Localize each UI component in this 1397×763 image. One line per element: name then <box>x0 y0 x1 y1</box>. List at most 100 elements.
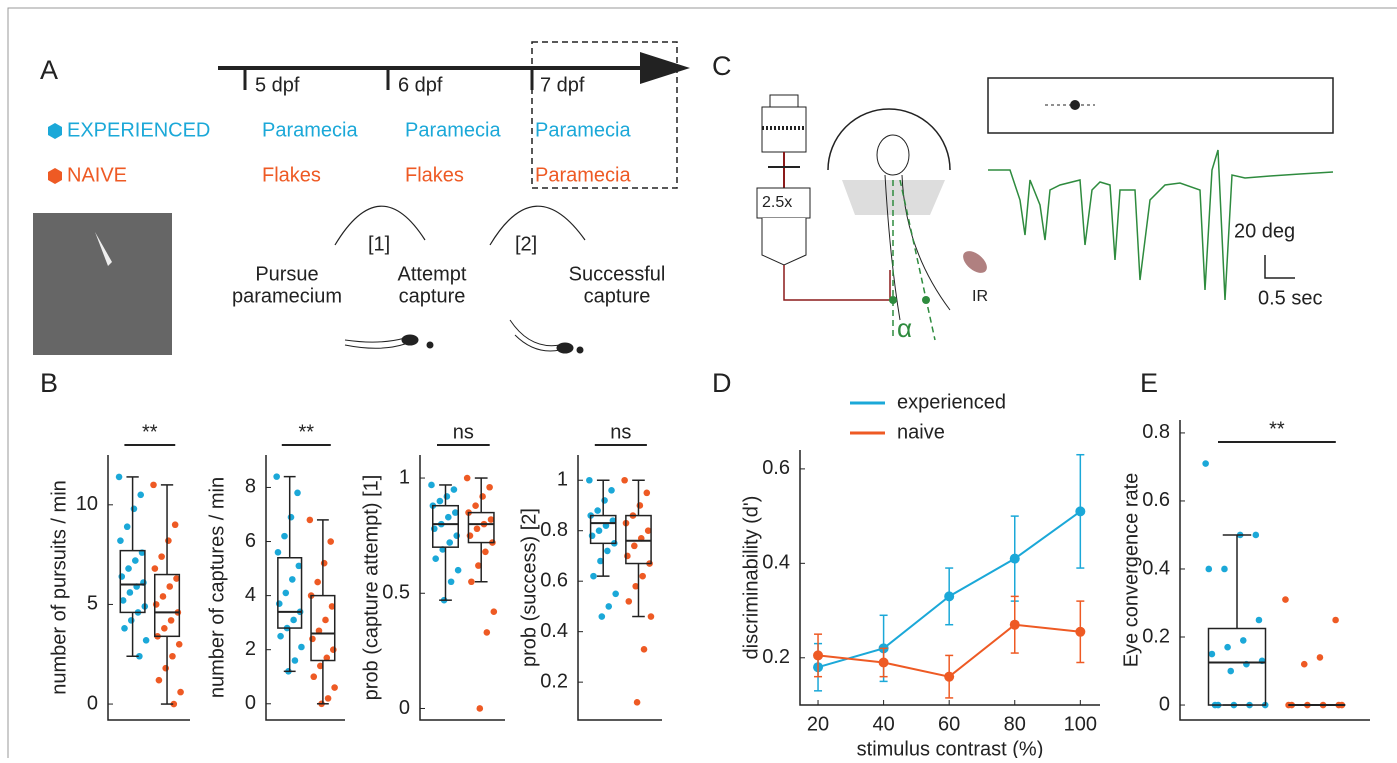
data-point <box>612 590 619 598</box>
stage-label: capture <box>399 285 466 307</box>
y-tick-label: 0.6 <box>540 569 568 591</box>
data-point <box>432 555 439 562</box>
data-point <box>158 553 165 560</box>
box <box>589 514 617 545</box>
x-tick-label: 100 <box>1064 713 1097 735</box>
arrow <box>334 205 426 246</box>
x-tick-label: 20 <box>807 713 829 735</box>
data-point <box>315 627 323 635</box>
panel-label: C <box>712 51 732 81</box>
data-point <box>452 509 459 516</box>
angle-label: α <box>897 313 912 343</box>
group-item: Paramecia <box>535 164 631 186</box>
stage-label: Successful <box>569 263 666 285</box>
data-point <box>289 576 296 583</box>
stage-label: Attempt <box>398 263 467 285</box>
data-point <box>608 487 615 494</box>
fish-drawing <box>344 319 584 354</box>
data-point <box>597 557 604 565</box>
stage-label: capture <box>584 285 651 307</box>
data-point <box>298 643 305 651</box>
data-point <box>287 513 295 521</box>
y-tick-label: 0.2 <box>540 670 568 692</box>
data-point <box>625 598 633 605</box>
y-tick-label: 2 <box>245 638 256 660</box>
data-point <box>162 664 169 672</box>
box <box>1207 627 1267 706</box>
box <box>277 557 303 629</box>
data-point <box>290 616 297 624</box>
data-point <box>159 593 167 600</box>
data-point <box>475 562 482 569</box>
group-item: Paramecia <box>405 119 501 141</box>
data-point <box>173 575 180 582</box>
group-marker <box>48 168 62 184</box>
group-name: NAIVE <box>67 164 127 186</box>
data-point <box>486 483 493 491</box>
y-tick-label: 5 <box>87 593 98 615</box>
data-point <box>479 493 486 500</box>
data-point <box>142 637 150 644</box>
data-point <box>590 572 597 580</box>
data-point <box>132 557 139 564</box>
data-point <box>130 505 138 513</box>
y-axis-label: discriminability (d') <box>740 496 762 660</box>
data-point <box>1282 596 1289 603</box>
fish-photo-larva <box>95 232 112 266</box>
data-point <box>118 573 126 580</box>
data-point <box>1009 553 1020 564</box>
data-point <box>443 493 451 500</box>
data-point <box>428 481 435 489</box>
data-point <box>117 537 124 544</box>
box <box>625 514 652 565</box>
y-axis-label: prob (success) [2] <box>518 508 540 667</box>
y-axis-label: number of captures / min <box>206 477 228 698</box>
y-tick-label: 0.4 <box>540 620 568 642</box>
y-tick-label: 0 <box>1159 693 1170 715</box>
group-item: Paramecia <box>262 119 358 141</box>
axis <box>265 455 345 721</box>
data-point <box>294 489 301 497</box>
box <box>119 549 146 614</box>
data-point <box>328 603 336 610</box>
data-point <box>1208 650 1216 658</box>
y-tick-label: 8 <box>245 476 256 498</box>
axis <box>419 455 505 721</box>
frame <box>7 7 1397 763</box>
group-item: Paramecia <box>535 119 631 141</box>
data-point <box>1255 616 1263 624</box>
data-point <box>463 474 471 482</box>
stage-label: paramecium <box>232 285 342 307</box>
data-point <box>454 566 462 574</box>
data-point <box>813 650 824 661</box>
data-point <box>639 572 646 580</box>
data-point <box>483 629 491 636</box>
data-point <box>643 489 651 497</box>
data-point <box>1075 626 1086 637</box>
y-tick-label: 0.4 <box>1142 557 1170 579</box>
data-point <box>586 476 593 484</box>
timeline <box>218 41 690 189</box>
data-point <box>640 646 648 653</box>
y-tick-label: 0.2 <box>1142 625 1170 647</box>
x-tick-label: 40 <box>872 713 894 735</box>
timeline-label: 6 dpf <box>398 74 443 96</box>
axis <box>799 450 1100 706</box>
data-point <box>466 532 474 539</box>
data-point <box>472 502 479 509</box>
data-point <box>453 532 461 539</box>
data-point <box>1205 565 1213 573</box>
timeline-label: 5 dpf <box>255 74 300 96</box>
data-point <box>330 646 337 653</box>
y-tick-label: 4 <box>245 584 256 606</box>
data-point <box>1221 565 1228 573</box>
data-point <box>331 684 338 691</box>
box <box>432 504 459 548</box>
data-point <box>327 538 335 545</box>
data-point <box>277 632 284 640</box>
data-point <box>115 473 123 481</box>
data-point <box>161 625 168 632</box>
data-point <box>152 601 160 608</box>
y-tick-label: 0.6 <box>762 457 790 479</box>
